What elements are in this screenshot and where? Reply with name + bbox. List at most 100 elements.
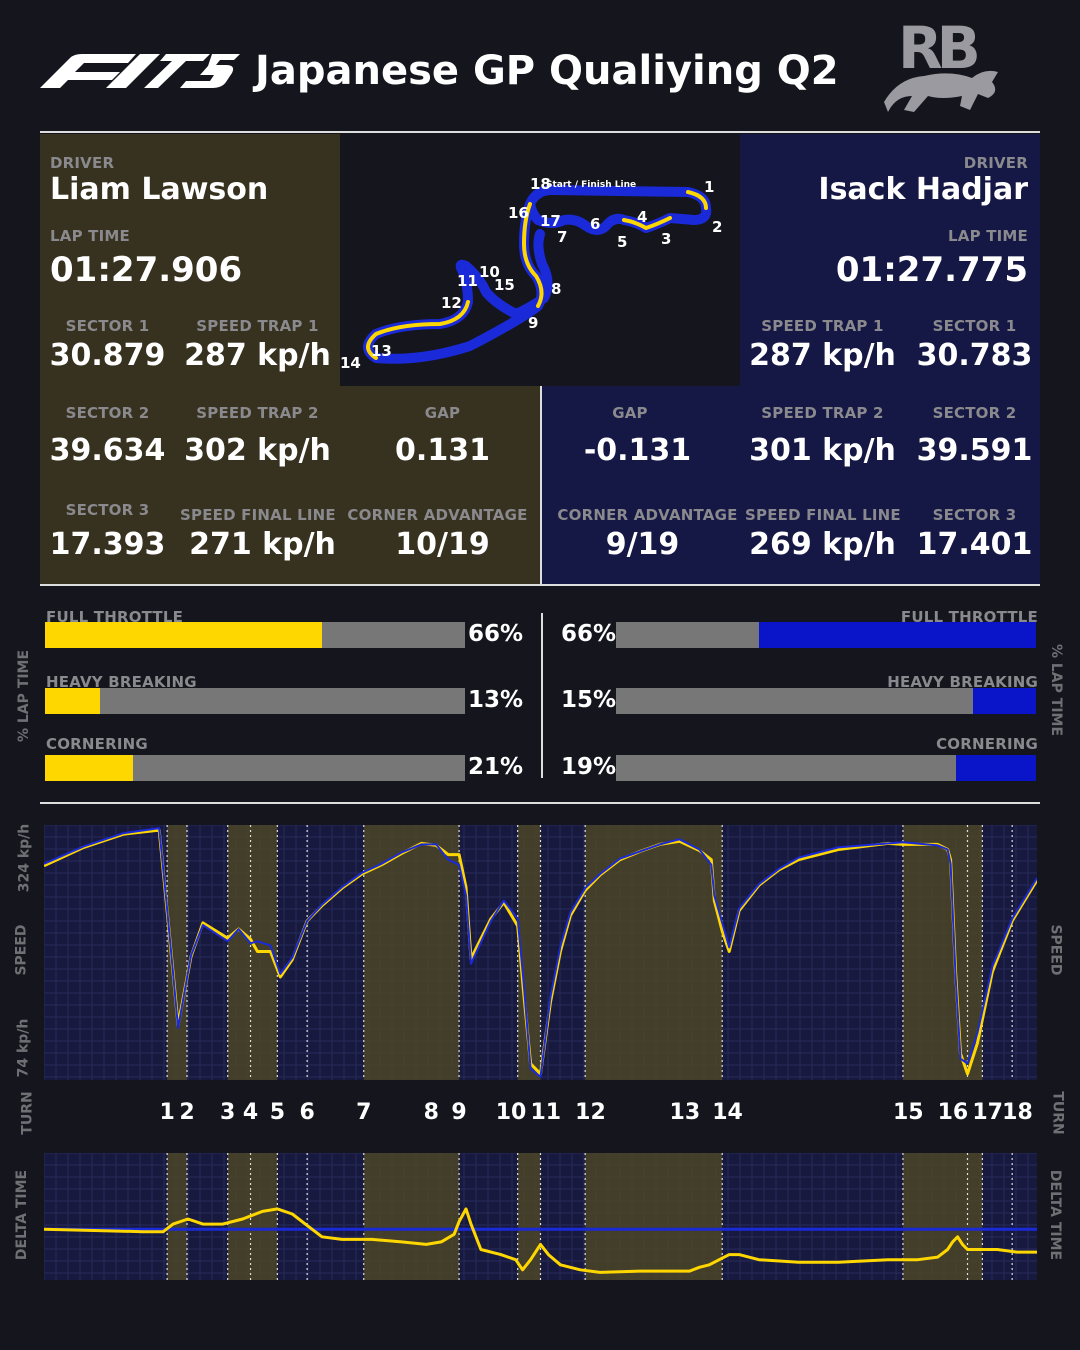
left-speed-trap1: 287 kp/h xyxy=(184,338,331,373)
left-heavy-breaking-percent: 13% xyxy=(468,687,524,713)
left-speed-trap1-label: SPEED TRAP 1 xyxy=(196,317,319,335)
turn-label: 7 xyxy=(356,1100,372,1125)
track-turn-1: 1 xyxy=(704,178,714,196)
right-full-throttle-label: FULL THROTTLE xyxy=(900,608,1038,626)
right-speed-final-line: 269 kp/h xyxy=(749,527,896,562)
left-gap-label: GAP xyxy=(424,404,461,422)
left-full-throttle-label: FULL THROTTLE xyxy=(46,608,184,626)
left-speed-final-line: 271 kp/h xyxy=(189,527,336,562)
left-cornering-percent: 21% xyxy=(468,754,524,780)
turn-axis-label-right: TURN xyxy=(1049,1091,1066,1135)
turn-label: 2 xyxy=(179,1100,195,1125)
right-cornering-fill xyxy=(956,755,1036,781)
right-sector1: 30.783 xyxy=(916,338,1033,373)
corner-zone xyxy=(167,825,187,1080)
corner-zone xyxy=(363,825,460,1080)
turn-label: 3 xyxy=(220,1100,236,1125)
right-lap-time: 01:27.775 xyxy=(835,250,1028,290)
left-cornering-label: CORNERING xyxy=(46,735,148,753)
right-speed-final-line-label: SPEED FINAL LINE xyxy=(745,506,901,524)
left-cornering-fill xyxy=(45,755,134,781)
right-driver-name: Isack Hadjar xyxy=(818,172,1028,207)
bars-bottom-divider xyxy=(40,802,1040,804)
left-full-throttle-fill xyxy=(45,622,323,648)
turn-label: 4 xyxy=(242,1100,259,1125)
right-cornering-bar xyxy=(616,755,1036,781)
bars-center-divider xyxy=(541,613,543,778)
corner-zone xyxy=(167,1153,187,1280)
left-sector2: 39.634 xyxy=(49,433,166,468)
turn-labels-row: 1 2 3 4 5 6 7 8 9 10 11 12 13 14 15 16 17 18 xyxy=(44,1100,1037,1130)
right-full-throttle-fill xyxy=(758,622,1036,648)
track-turn-14: 14 xyxy=(340,354,361,372)
track-turn-10: 10 xyxy=(479,263,500,281)
track-turn-8: 8 xyxy=(551,280,561,298)
track-turn-12: 12 xyxy=(441,294,462,312)
f1-75-logo-icon xyxy=(40,54,240,88)
panel-divider xyxy=(540,386,542,584)
track-lawson-segments xyxy=(366,190,708,360)
delta-chart xyxy=(44,1153,1037,1280)
corner-zone xyxy=(363,1153,460,1280)
left-lap-time: 01:27.906 xyxy=(50,250,243,290)
right-gap: -0.131 xyxy=(583,433,692,468)
turn-label: 16 xyxy=(937,1100,969,1125)
turn-label: 13 xyxy=(669,1100,701,1125)
delta-axis-label-right: DELTA TIME xyxy=(1047,1169,1064,1261)
track-turn-9: 9 xyxy=(528,314,538,332)
right-full-throttle-percent: 66% xyxy=(561,621,617,647)
left-speed-trap2-label: SPEED TRAP 2 xyxy=(196,404,319,422)
turn-label: 18 xyxy=(1002,1100,1033,1125)
header-divider xyxy=(40,131,1040,133)
left-cornering-bar xyxy=(45,755,465,781)
right-sector2: 39.591 xyxy=(916,433,1033,468)
turn-label: 8 xyxy=(423,1100,439,1125)
racing-bulls-logo-icon: RB xyxy=(884,16,998,112)
corner-zone xyxy=(517,825,541,1080)
right-cornering-label: CORNERING xyxy=(936,735,1038,753)
speed-tick-top: 324 kp/h xyxy=(16,823,33,893)
right-speed-trap2: 301 kp/h xyxy=(749,433,896,468)
track-turn-3: 3 xyxy=(661,230,671,248)
right-sector1-label: SECTOR 1 xyxy=(932,317,1017,335)
speed-line-lawson xyxy=(44,828,1037,1076)
right-heavy-breaking-label: HEAVY BREAKING xyxy=(887,673,1038,691)
left-lap-time-label: LAP TIME xyxy=(50,227,130,245)
page-title: Japanese GP Qualiying Q2 xyxy=(255,48,839,94)
track-map: 1 2 3 4 5 6 7 8 9 10 11 12 13 14 15 16 1… xyxy=(340,175,722,372)
right-heavy-breaking-fill xyxy=(973,688,1036,714)
delta-line-lawson xyxy=(44,1207,1037,1274)
left-corner-advantage-label: CORNER ADVANTAGE xyxy=(347,506,528,524)
throttle-axis-label-right: % LAP TIME xyxy=(1048,643,1065,737)
panels-bottom-divider xyxy=(40,584,1040,586)
right-full-throttle-bar xyxy=(616,622,1036,648)
track-turn-2: 2 xyxy=(712,218,722,236)
track-turn-11: 11 xyxy=(457,272,478,290)
turn-label: 5 xyxy=(269,1100,285,1125)
left-speed-final-line-label: SPEED FINAL LINE xyxy=(180,506,336,524)
right-sector3-label: SECTOR 3 xyxy=(932,506,1017,524)
left-sector1: 30.879 xyxy=(49,338,166,373)
right-gap-label: GAP xyxy=(612,404,648,422)
track-turn-4: 4 xyxy=(637,208,647,226)
right-corner-advantage: 9/19 xyxy=(605,527,680,562)
corner-zone xyxy=(585,1153,723,1280)
right-sector2-label: SECTOR 2 xyxy=(932,404,1017,422)
left-sector2-label: SECTOR 2 xyxy=(65,404,150,422)
left-full-throttle-bar xyxy=(45,622,465,648)
right-speed-trap2-label: SPEED TRAP 2 xyxy=(761,404,884,422)
throttle-axis-label-left: % LAP TIME xyxy=(16,649,33,743)
turn-label: 10 xyxy=(495,1100,527,1125)
corner-zone xyxy=(902,825,983,1080)
left-speed-trap2: 302 kp/h xyxy=(184,433,331,468)
right-lap-time-label: LAP TIME xyxy=(948,227,1028,245)
right-cornering-percent: 19% xyxy=(561,754,617,780)
left-sector1-label: SECTOR 1 xyxy=(65,317,150,335)
track-turn-17: 17 xyxy=(540,212,561,230)
left-gap: 0.131 xyxy=(395,433,490,468)
turn-axis-label-left: TURN xyxy=(19,1091,36,1135)
corner-zone xyxy=(517,1153,541,1280)
turn-label: 11 xyxy=(530,1100,562,1125)
turn-label: 6 xyxy=(299,1100,315,1125)
track-turn-7: 7 xyxy=(557,228,567,246)
